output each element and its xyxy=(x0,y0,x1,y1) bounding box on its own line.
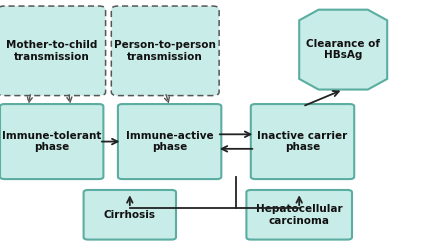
Text: Clearance of
HBsAg: Clearance of HBsAg xyxy=(306,39,380,60)
FancyBboxPatch shape xyxy=(0,104,103,179)
Text: Inactive carrier
phase: Inactive carrier phase xyxy=(257,131,348,152)
FancyBboxPatch shape xyxy=(251,104,354,179)
FancyBboxPatch shape xyxy=(118,104,221,179)
Text: Cirrhosis: Cirrhosis xyxy=(104,210,156,220)
FancyBboxPatch shape xyxy=(246,190,352,240)
Text: Immune-active
phase: Immune-active phase xyxy=(126,131,213,152)
Text: Mother-to-child
transmission: Mother-to-child transmission xyxy=(6,40,97,62)
Text: Person-to-person
transmission: Person-to-person transmission xyxy=(114,40,216,62)
FancyBboxPatch shape xyxy=(84,190,176,240)
Polygon shape xyxy=(299,10,387,90)
Text: Immune-tolerant
phase: Immune-tolerant phase xyxy=(2,131,101,152)
FancyBboxPatch shape xyxy=(111,6,219,96)
FancyBboxPatch shape xyxy=(0,6,106,96)
Text: Hepatocellular
carcinoma: Hepatocellular carcinoma xyxy=(256,204,342,226)
